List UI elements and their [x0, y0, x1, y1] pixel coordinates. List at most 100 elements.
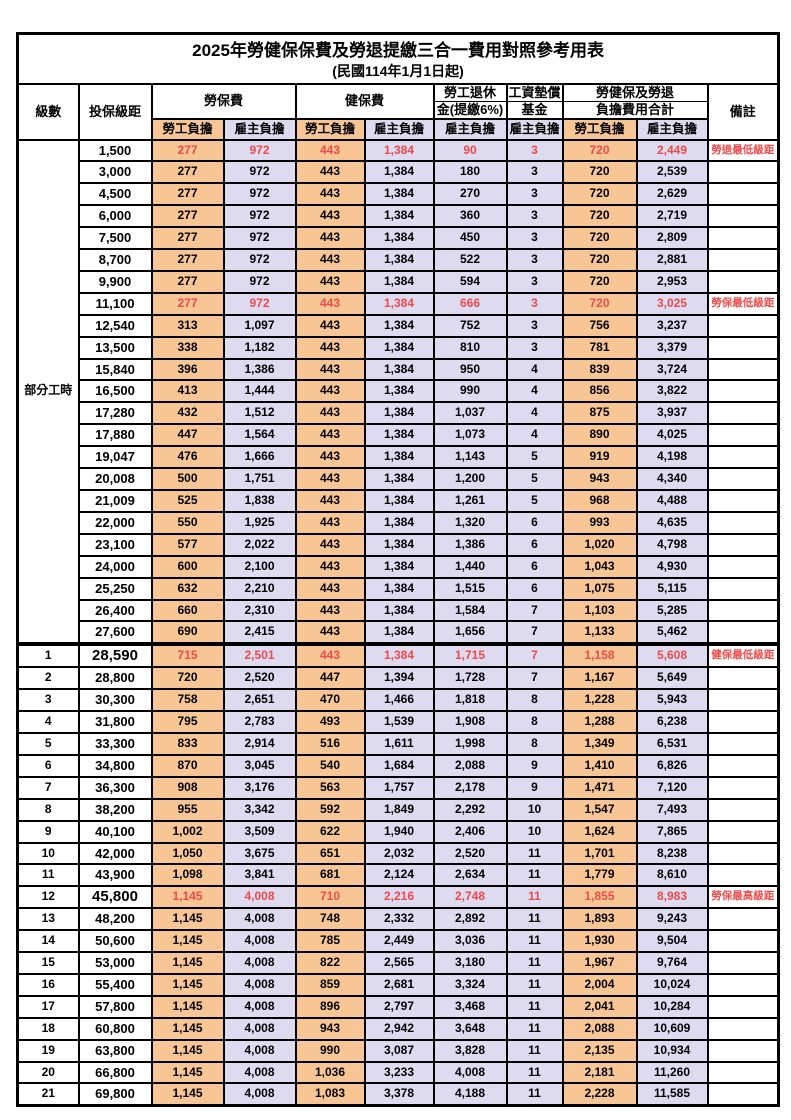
cell-labor-employee: 1,145 — [150, 994, 225, 1019]
table-row: 17,280 432 1,512 443 1,384 1,037 4 875 3,937 — [18, 401, 780, 426]
subheader-wage-fund-employer: 雇主負擔 — [505, 117, 564, 141]
cell-health-employer: 2,124 — [363, 863, 435, 888]
table-row: 15 53,000 1,145 4,008 822 2,565 3,180 11 1,967 9,… — [16, 951, 780, 975]
cell-wage-fund-employer: 9 — [505, 775, 564, 800]
cell-total-employer: 10,609 — [635, 1016, 709, 1041]
table-row: 3,000 277 972 443 1,384 180 3 720 2,539 — [18, 160, 780, 185]
cell-total-employee: 1,020 — [561, 532, 638, 557]
cell-total-employee: 1,855 — [561, 885, 638, 910]
cell-note — [706, 379, 780, 404]
cell-bracket: 40,100 — [77, 819, 153, 844]
cell-labor-employer: 3,841 — [222, 863, 297, 888]
cell-wage-fund-employer: 5 — [505, 445, 564, 470]
cell-bracket: 8,700 — [77, 248, 153, 272]
table-row: 11 43,900 1,098 3,841 681 2,124 2,634 11 1,779 8,… — [16, 863, 780, 888]
cell-total-employer: 3,379 — [635, 335, 709, 360]
cell-labor-employer: 1,444 — [222, 379, 297, 404]
table-row: 3 30,300 758 2,651 470 1,466 1,818 8 1,228 5,943 — [16, 688, 780, 713]
cell-health-employer: 2,681 — [363, 972, 435, 997]
cell-pension-employer: 90 — [432, 138, 508, 163]
cell-total-employer: 2,449 — [635, 138, 709, 163]
cell-total-employee: 1,228 — [561, 688, 638, 713]
cell-bracket: 30,300 — [77, 688, 153, 713]
cell-total-employer: 7,493 — [635, 797, 709, 822]
cell-note — [706, 731, 780, 756]
cell-health-employee: 443 — [294, 642, 366, 669]
cell-grade: 11 — [16, 863, 80, 888]
cell-labor-employer: 2,415 — [222, 620, 297, 646]
cell-labor-employer: 972 — [222, 291, 297, 316]
table-row: 15,840 396 1,386 443 1,384 950 4 839 3,724 — [18, 357, 780, 382]
col-header-grade: 級數 — [16, 82, 80, 141]
cell-note — [706, 576, 780, 601]
cell-note — [706, 269, 780, 294]
cell-labor-employer: 1,564 — [222, 423, 297, 448]
cell-health-employee: 443 — [294, 357, 366, 382]
cell-labor-employee: 338 — [150, 335, 225, 360]
cell-total-employer: 5,608 — [635, 642, 709, 669]
cell-total-employer: 7,120 — [635, 775, 709, 800]
cell-note — [706, 598, 780, 623]
cell-bracket: 48,200 — [77, 907, 153, 932]
cell-wage-fund-employer: 3 — [505, 269, 564, 294]
cell-wage-fund-employer: 4 — [505, 379, 564, 404]
cell-total-employee: 720 — [561, 291, 638, 316]
cell-grade: 4 — [16, 710, 80, 734]
cell-pension-employer: 2,088 — [432, 753, 508, 778]
table-row: 12,540 313 1,097 443 1,384 752 3 756 3,237 — [18, 313, 780, 338]
cell-note — [706, 532, 780, 557]
table-row: 18 60,800 1,145 4,008 943 2,942 3,648 11 2,088 10… — [16, 1016, 780, 1041]
table-row: 13 48,200 1,145 4,008 748 2,332 2,892 11 1,893 9,… — [16, 907, 780, 932]
cell-total-employer: 5,462 — [635, 620, 709, 646]
cell-total-employer: 4,930 — [635, 554, 709, 579]
cell-bracket: 17,280 — [77, 401, 153, 426]
cell-bracket: 17,880 — [77, 423, 153, 448]
cell-total-employer: 10,934 — [635, 1038, 709, 1063]
cell-grade: 9 — [16, 819, 80, 844]
cell-wage-fund-employer: 11 — [505, 1082, 564, 1107]
cell-total-employer: 4,635 — [635, 510, 709, 535]
cell-wage-fund-employer: 7 — [505, 666, 564, 691]
cell-note — [706, 1016, 780, 1041]
cell-health-employee: 1,083 — [294, 1082, 366, 1107]
cell-health-employee: 443 — [294, 489, 366, 513]
cell-total-employer: 3,937 — [635, 401, 709, 426]
cell-health-employer: 1,684 — [363, 753, 435, 778]
cell-labor-employer: 1,838 — [222, 489, 297, 513]
table-row: 6 34,800 870 3,045 540 1,684 2,088 9 1,410 6,826 — [16, 753, 780, 778]
cell-health-employer: 3,087 — [363, 1038, 435, 1063]
cell-total-employee: 968 — [561, 489, 638, 513]
cell-health-employee: 540 — [294, 753, 366, 778]
cell-health-employee: 443 — [294, 510, 366, 535]
cell-total-employer: 2,539 — [635, 160, 709, 185]
cell-total-employer: 5,943 — [635, 688, 709, 713]
cell-labor-employer: 972 — [222, 182, 297, 207]
table-row: 13,500 338 1,182 443 1,384 810 3 781 3,379 — [18, 335, 780, 360]
cell-total-employer: 8,983 — [635, 885, 709, 910]
cell-labor-employer: 3,045 — [222, 753, 297, 778]
cell-health-employee: 443 — [294, 532, 366, 557]
cell-pension-employer: 3,468 — [432, 994, 508, 1019]
cell-labor-employer: 1,386 — [222, 357, 297, 382]
table-row: 27,600 690 2,415 443 1,384 1,656 7 1,133 5,462 — [18, 620, 780, 646]
table-row: 21 69,800 1,145 4,008 1,083 3,378 4,188 11 2,228… — [16, 1082, 780, 1107]
cell-total-employee: 720 — [561, 182, 638, 207]
cell-note — [706, 182, 780, 207]
cell-total-employee: 919 — [561, 445, 638, 470]
cell-bracket: 9,900 — [77, 269, 153, 294]
cell-health-employee: 785 — [294, 929, 366, 954]
cell-labor-employee: 795 — [150, 710, 225, 734]
cell-grade: 3 — [16, 688, 80, 713]
cell-note: 勞保最高級距 — [706, 885, 780, 910]
cell-health-employer: 1,384 — [363, 467, 435, 491]
subheader-total-employer: 雇主負擔 — [635, 117, 709, 141]
cell-pension-employer: 810 — [432, 335, 508, 360]
cell-pension-employer: 3,828 — [432, 1038, 508, 1063]
cell-bracket: 24,000 — [77, 554, 153, 579]
table-row: 5 33,300 833 2,914 516 1,611 1,998 8 1,349 6,531 — [16, 731, 780, 756]
cell-total-employee: 1,349 — [561, 731, 638, 756]
cell-health-employee: 563 — [294, 775, 366, 800]
cell-grade: 14 — [16, 929, 80, 954]
cell-total-employee: 720 — [561, 204, 638, 229]
cell-pension-employer: 1,728 — [432, 666, 508, 691]
